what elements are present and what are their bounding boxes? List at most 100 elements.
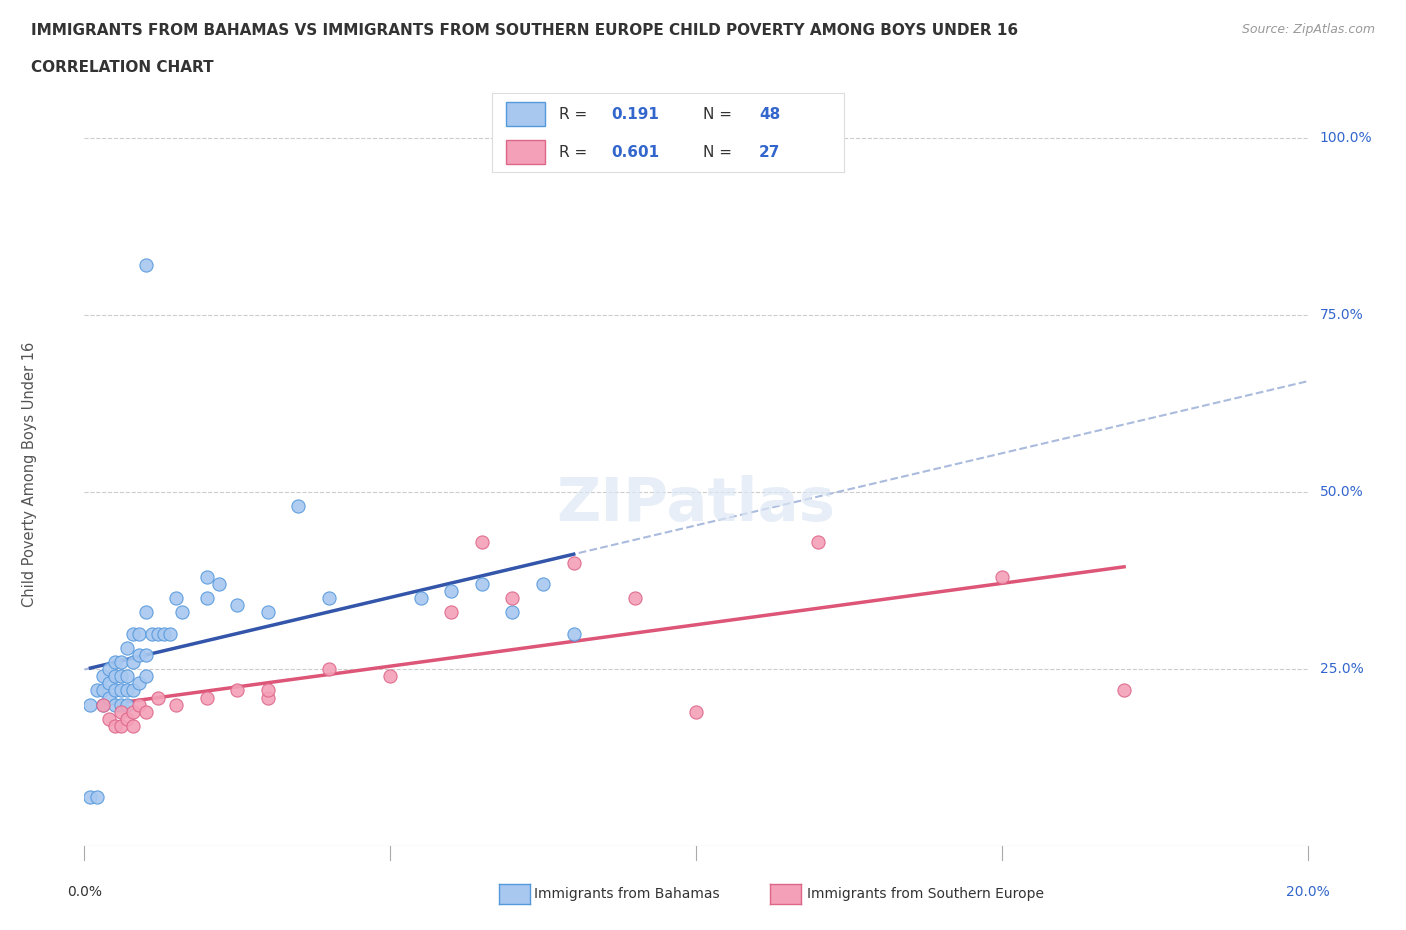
Point	[226, 598, 249, 613]
Point	[135, 605, 157, 620]
Point	[91, 698, 114, 712]
Text: CORRELATION CHART: CORRELATION CHART	[31, 60, 214, 75]
Text: N =: N =	[703, 107, 737, 122]
Point	[97, 711, 120, 726]
Point	[122, 704, 145, 719]
Point	[257, 683, 280, 698]
Point	[128, 676, 150, 691]
Point	[91, 683, 114, 698]
Point	[115, 669, 138, 684]
Point	[257, 690, 280, 705]
Point	[502, 605, 524, 620]
Point	[122, 683, 145, 698]
Text: 48: 48	[759, 107, 780, 122]
Text: Immigrants from Bahamas: Immigrants from Bahamas	[534, 886, 720, 901]
Point	[502, 591, 524, 605]
Text: N =: N =	[703, 145, 737, 160]
Point	[135, 704, 157, 719]
Text: 75.0%: 75.0%	[1320, 308, 1364, 322]
Text: 25.0%: 25.0%	[1320, 662, 1364, 676]
Point	[104, 669, 127, 684]
Text: IMMIGRANTS FROM BAHAMAS VS IMMIGRANTS FROM SOUTHERN EUROPE CHILD POVERTY AMONG B: IMMIGRANTS FROM BAHAMAS VS IMMIGRANTS FR…	[31, 23, 1018, 38]
Point	[122, 655, 145, 670]
Text: 50.0%: 50.0%	[1320, 485, 1364, 499]
Text: 20.0%: 20.0%	[1285, 885, 1330, 899]
Point	[110, 704, 132, 719]
Point	[86, 790, 108, 804]
Point	[287, 498, 309, 513]
Point	[531, 577, 554, 591]
Text: Immigrants from Southern Europe: Immigrants from Southern Europe	[807, 886, 1045, 901]
Point	[110, 669, 132, 684]
Point	[86, 683, 108, 698]
Point	[318, 662, 340, 677]
Point	[471, 534, 494, 549]
Point	[115, 711, 138, 726]
Point	[135, 647, 157, 662]
Text: 27: 27	[759, 145, 780, 160]
Point	[110, 698, 132, 712]
Text: 0.191: 0.191	[612, 107, 659, 122]
Point	[128, 647, 150, 662]
Point	[226, 683, 249, 698]
Point	[110, 655, 132, 670]
FancyBboxPatch shape	[506, 140, 544, 165]
Point	[79, 790, 101, 804]
Point	[110, 683, 132, 698]
Point	[115, 641, 138, 656]
Point	[104, 718, 127, 733]
Point	[165, 591, 187, 605]
Point	[208, 577, 231, 591]
Point	[195, 591, 218, 605]
Point	[122, 718, 145, 733]
Text: Child Poverty Among Boys Under 16: Child Poverty Among Boys Under 16	[22, 341, 37, 607]
Point	[146, 626, 169, 641]
Point	[141, 626, 163, 641]
Point	[195, 569, 218, 584]
Point	[471, 577, 494, 591]
Point	[685, 704, 707, 719]
Point	[97, 676, 120, 691]
Point	[807, 534, 830, 549]
Point	[146, 690, 169, 705]
Point	[624, 591, 647, 605]
Point	[91, 698, 114, 712]
Point	[165, 698, 187, 712]
Text: Source: ZipAtlas.com: Source: ZipAtlas.com	[1241, 23, 1375, 36]
Text: 0.601: 0.601	[612, 145, 659, 160]
FancyBboxPatch shape	[506, 102, 544, 126]
Point	[991, 569, 1014, 584]
Point	[380, 669, 402, 684]
Point	[97, 662, 120, 677]
Point	[115, 698, 138, 712]
Point	[97, 690, 120, 705]
Point	[257, 605, 280, 620]
Point	[1114, 683, 1136, 698]
Text: 100.0%: 100.0%	[1320, 131, 1372, 145]
Text: R =: R =	[560, 145, 592, 160]
Point	[110, 718, 132, 733]
Point	[172, 605, 194, 620]
Point	[91, 669, 114, 684]
Point	[135, 258, 157, 272]
Point	[104, 683, 127, 698]
Point	[440, 605, 463, 620]
Point	[562, 626, 585, 641]
Point	[122, 626, 145, 641]
Text: R =: R =	[560, 107, 592, 122]
Point	[79, 698, 101, 712]
Text: 0.0%: 0.0%	[67, 885, 101, 899]
Point	[159, 626, 181, 641]
Point	[135, 669, 157, 684]
Point	[104, 655, 127, 670]
Point	[128, 698, 150, 712]
Point	[562, 555, 585, 570]
Point	[318, 591, 340, 605]
Point	[409, 591, 432, 605]
Point	[195, 690, 218, 705]
Text: ZIPatlas: ZIPatlas	[557, 474, 835, 534]
Point	[128, 626, 150, 641]
Point	[440, 584, 463, 599]
Point	[104, 698, 127, 712]
Point	[153, 626, 176, 641]
